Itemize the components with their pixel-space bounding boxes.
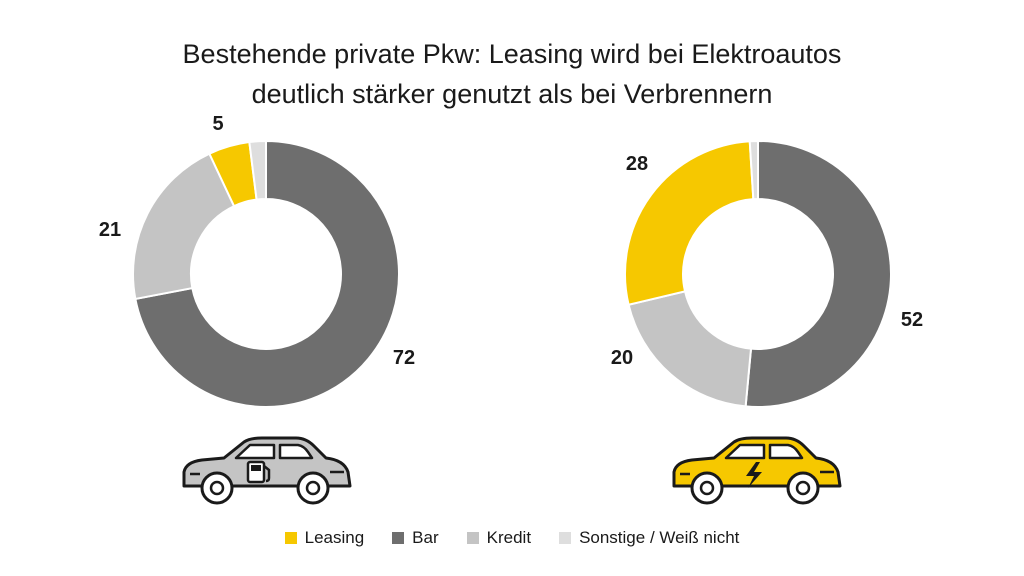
chart-title-line-1: Bestehende private Pkw: Leasing wird bei…	[182, 39, 842, 69]
combustion-car-icon	[182, 436, 352, 505]
donut-1-slice-leasing	[624, 140, 755, 306]
legend-swatch-kredit	[466, 532, 479, 544]
donut-1-slice-kredit	[627, 290, 753, 408]
donut-0-slice-sonstige	[248, 139, 267, 201]
legend-label-sonstige: Sonstige / Weiß nicht	[579, 528, 740, 547]
donut-0-slice-bar	[134, 139, 400, 408]
chart-title-line-2: deutlich stärker genutzt als bei Verbren…	[251, 79, 773, 109]
donut-1-slice-sonstige	[748, 139, 759, 201]
legend-label-leasing: Leasing	[304, 528, 365, 547]
legend-item-sonstige: Sonstige / Weiß nicht	[559, 528, 739, 548]
electric-car-icon	[672, 436, 842, 505]
legend-item-bar: Bar	[392, 528, 439, 548]
legend-item-leasing: Leasing	[284, 528, 365, 548]
legend-label-bar: Bar	[412, 528, 439, 547]
donut-1-label-bar: 52	[901, 309, 923, 331]
donut-chart-electric: 28 52 20	[611, 139, 923, 408]
legend-item-kredit: Kredit	[466, 528, 532, 548]
legend: Leasing Bar Kredit Sonstige / Weiß nicht	[0, 528, 1024, 548]
legend-swatch-leasing	[284, 532, 297, 544]
donut-0-label-leasing: 5	[212, 113, 223, 135]
legend-swatch-bar	[392, 532, 405, 544]
donut-0-label-kredit: 21	[99, 219, 121, 241]
donut-chart-combustion: 5 72 21	[99, 113, 415, 408]
donut-1-slice-bar	[744, 139, 892, 408]
chart-title: Bestehende private Pkw: Leasing wird bei…	[0, 34, 1024, 114]
legend-swatch-sonstige	[559, 532, 572, 544]
donut-0-label-bar: 72	[393, 347, 415, 369]
donut-1-label-leasing: 28	[626, 153, 648, 175]
donut-0-slice-kredit	[132, 152, 236, 301]
donut-1-label-kredit: 20	[611, 347, 633, 369]
legend-label-kredit: Kredit	[486, 528, 532, 547]
